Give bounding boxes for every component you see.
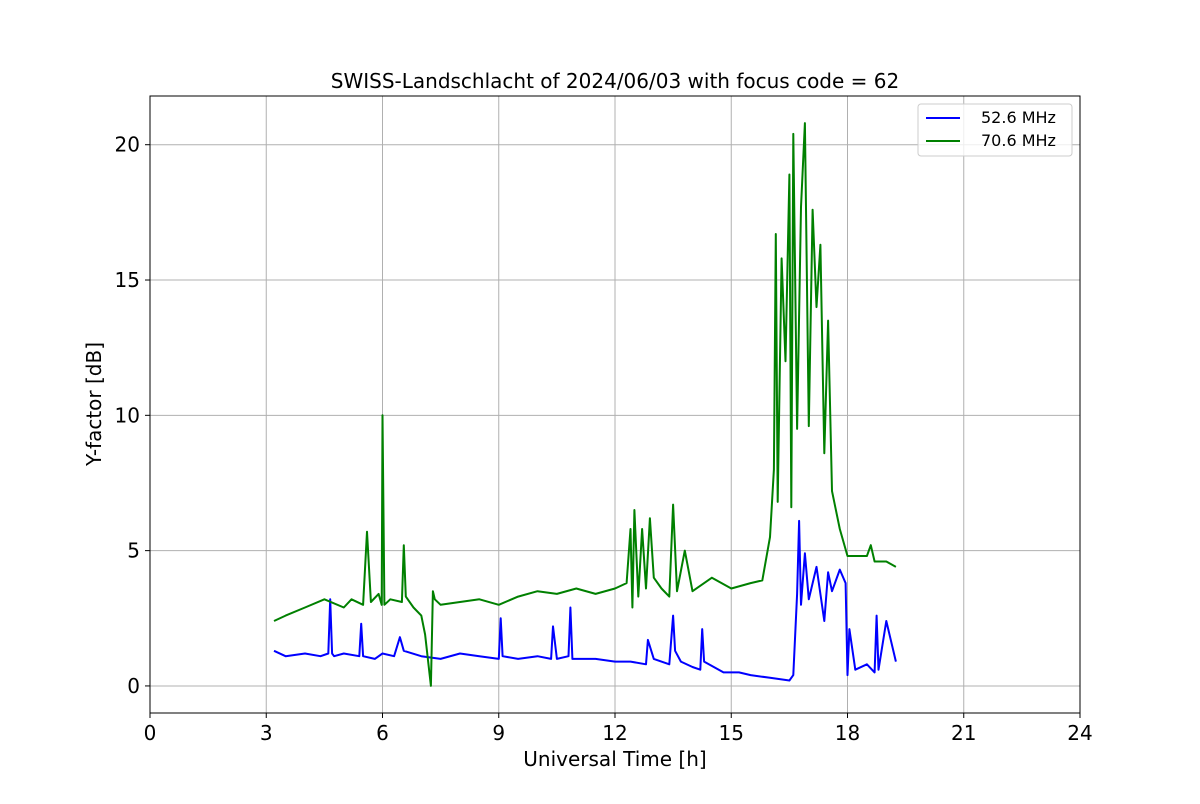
- x-tick-label: 12: [602, 721, 627, 745]
- grid: [150, 96, 1080, 713]
- y-tick-label: 15: [115, 268, 140, 292]
- x-tick-label: 18: [835, 721, 860, 745]
- x-tick-label: 24: [1067, 721, 1092, 745]
- y-axis-label: Y-factor [dB]: [82, 342, 106, 467]
- x-axis-label: Universal Time [h]: [523, 747, 706, 771]
- legend: 52.6 MHz 70.6 MHz: [917, 103, 1073, 157]
- series-line-52-6-mhz: [273, 519, 897, 682]
- x-tick-label: 21: [951, 721, 976, 745]
- legend-label-70-6-mhz: 70.6 MHz: [981, 131, 1056, 150]
- series-line-70-6-mhz: [273, 122, 897, 687]
- legend-label-52-6-mhz: 52.6 MHz: [981, 108, 1056, 127]
- y-tick-label: 0: [127, 674, 140, 698]
- y-tick-label: 5: [127, 539, 140, 563]
- x-tick-label: 3: [260, 721, 273, 745]
- series-layer: [273, 122, 897, 687]
- x-tick-label: 9: [492, 721, 505, 745]
- x-tick-label: 0: [144, 721, 157, 745]
- x-tick-label: 15: [719, 721, 744, 745]
- ticks: 0 3 6 9 12 15 18 21 24 0 5 10 15 20: [115, 133, 1093, 745]
- chart-title: SWISS-Landschlacht of 2024/06/03 with fo…: [331, 69, 899, 93]
- y-tick-label: 10: [115, 403, 140, 427]
- x-tick-label: 6: [376, 721, 389, 745]
- y-tick-label: 20: [115, 133, 140, 157]
